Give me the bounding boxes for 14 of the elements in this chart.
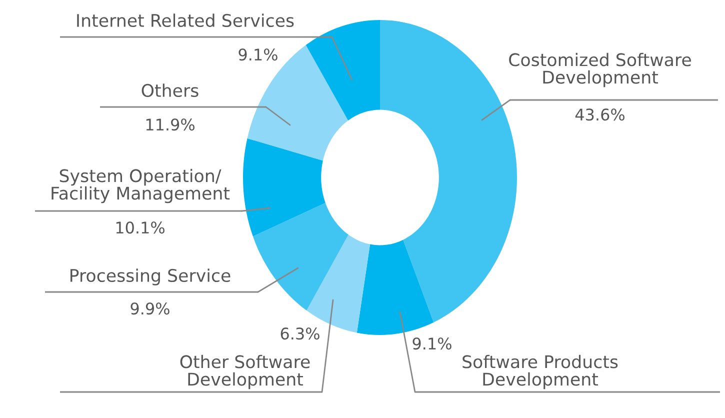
data-label: 9.9%	[130, 302, 170, 315]
slice-label: Other Software Development	[180, 354, 310, 390]
data-label: 9.1%	[412, 338, 452, 350]
data-label: 6.3%	[280, 328, 320, 340]
slice-label: Internet Related Services	[77, 14, 294, 28]
slice-label: Processing Service	[70, 268, 230, 286]
data-label: 43.6%	[575, 108, 624, 121]
slice-label: Software Products Development	[462, 354, 618, 390]
slice-label: Costomized Software Development	[509, 52, 691, 88]
data-label: 9.1%	[238, 48, 278, 61]
data-label: 11.9%	[146, 118, 194, 131]
slice-label: System Operation/ Facility Management	[52, 168, 230, 204]
data-label: 10.1%	[116, 222, 164, 234]
slice-label: Others	[142, 84, 198, 98]
